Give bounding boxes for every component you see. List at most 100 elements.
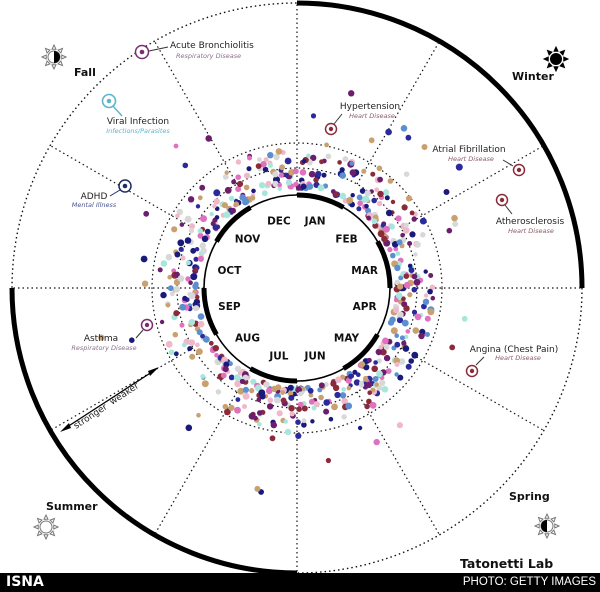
data-dot — [401, 204, 408, 211]
data-dot — [185, 276, 191, 282]
disease-asthma[interactable]: Asthma Respiratory Disease — [71, 318, 154, 353]
disease-atrial-fibrillation[interactable]: Atrial Fibrillation Heart Disease — [432, 145, 526, 177]
data-dot — [395, 292, 403, 300]
data-dot — [173, 351, 179, 357]
data-dot — [321, 172, 327, 178]
data-dot — [177, 275, 185, 282]
data-dot — [276, 410, 283, 417]
data-dot — [393, 246, 399, 252]
data-dot — [141, 280, 149, 287]
radial-divider — [400, 347, 545, 432]
data-dot — [395, 215, 402, 222]
data-dot — [371, 365, 379, 373]
month-arc-thick — [249, 366, 298, 384]
data-dot — [188, 339, 196, 346]
data-dot — [403, 273, 410, 280]
data-dot — [199, 242, 206, 249]
data-dot — [396, 422, 403, 429]
disease-acute-bronchiolitis[interactable]: Acute Bronchiolitis Respiratory Disease — [134, 41, 255, 60]
disease-atherosclerosis[interactable]: Atherosclerosis Heart Disease — [495, 193, 565, 236]
disease-hypertension[interactable]: Hypertension Heart Disease — [324, 102, 401, 136]
data-dot — [411, 351, 419, 359]
data-dot — [189, 353, 196, 360]
brand-logo: ISNA — [6, 574, 44, 590]
data-dot — [284, 157, 292, 165]
data-dot — [310, 154, 317, 162]
data-dot — [328, 416, 334, 422]
data-dot — [171, 226, 178, 233]
data-dot — [412, 327, 420, 334]
data-dot — [200, 333, 205, 339]
data-dot — [366, 398, 372, 405]
data-dot — [339, 172, 347, 179]
data-dot — [395, 251, 401, 256]
disease-category: Mental Illness — [72, 201, 117, 209]
data-dot — [279, 164, 285, 171]
data-dot — [400, 232, 405, 238]
data-dot — [356, 194, 363, 201]
data-dot — [405, 363, 412, 370]
data-dot — [356, 206, 362, 212]
data-dot — [349, 161, 355, 166]
disease-name: Atherosclerosis — [496, 217, 565, 227]
data-dot — [407, 292, 413, 298]
data-dot — [272, 171, 279, 178]
data-dot — [278, 172, 284, 178]
data-dot — [376, 200, 383, 207]
month-label-feb: FEB — [335, 234, 357, 246]
data-dot — [409, 210, 415, 216]
data-dot — [373, 438, 380, 446]
data-dot — [308, 392, 314, 398]
data-dot — [214, 353, 219, 358]
data-dot — [385, 368, 392, 374]
data-dot — [200, 215, 207, 223]
data-dot — [237, 387, 245, 395]
data-dot — [214, 206, 220, 211]
data-dot — [298, 391, 303, 397]
data-dot — [178, 246, 184, 252]
data-dot — [392, 307, 400, 314]
data-dot — [452, 221, 459, 227]
data-dot — [414, 313, 422, 321]
disease-viral-infection[interactable]: Viral Infection Infections/Parasites — [101, 93, 171, 136]
data-dot — [313, 401, 320, 408]
data-dot — [414, 241, 421, 248]
disease-angina[interactable]: Angina (Chest Pain) Heart Disease — [465, 345, 559, 378]
month-label-apr: APR — [353, 301, 377, 313]
photo-credit: PHOTO: GETTY IMAGES — [462, 576, 596, 588]
data-dot — [371, 197, 378, 204]
data-dot — [363, 375, 369, 382]
data-dot — [212, 224, 219, 231]
season-summer: Summer — [46, 500, 98, 513]
data-dot — [160, 291, 167, 299]
disease-adhd[interactable]: ADHD Mental Illness — [72, 179, 132, 209]
data-dot — [335, 376, 342, 384]
data-dot — [190, 247, 197, 254]
data-dot — [234, 365, 242, 372]
strength-legend: stronger weaker — [60, 367, 159, 432]
data-dot — [192, 289, 197, 294]
disease-name: Atrial Fibrillation — [432, 145, 505, 155]
data-dot — [325, 153, 332, 160]
data-dot — [242, 404, 247, 409]
data-dot — [413, 278, 421, 286]
data-dot — [418, 332, 425, 340]
data-dot — [382, 189, 390, 196]
month-label-aug: AUG — [235, 333, 260, 345]
month-arc-thick — [201, 287, 219, 336]
disease-name: ADHD — [81, 192, 108, 202]
data-dot — [228, 404, 235, 411]
data-dot — [357, 200, 363, 207]
data-dot — [407, 241, 413, 246]
data-dot — [295, 185, 302, 191]
data-dot — [160, 260, 168, 267]
data-dot — [461, 315, 468, 322]
disease-name: Asthma — [84, 334, 118, 344]
data-dot — [401, 340, 407, 346]
data-dot — [427, 288, 433, 295]
data-dot — [256, 397, 262, 403]
data-dot — [408, 358, 415, 364]
data-dot — [301, 158, 307, 164]
disease-category: Respiratory Disease — [176, 52, 241, 60]
